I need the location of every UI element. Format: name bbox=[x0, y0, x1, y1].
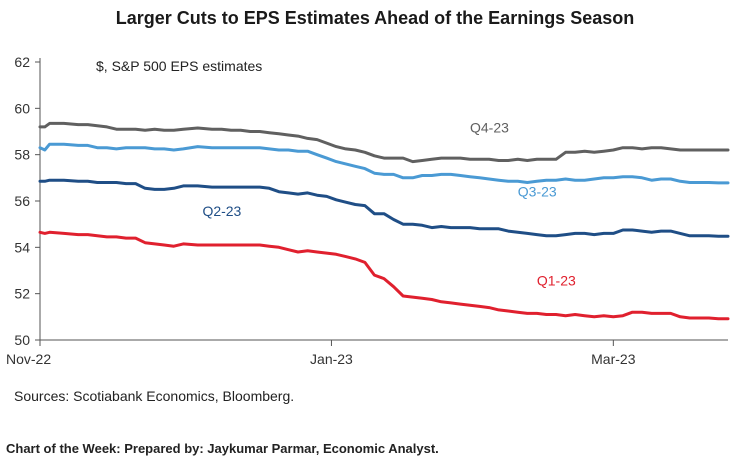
series-label-q2-23: Q2-23 bbox=[202, 203, 241, 219]
line-chart: 50 52 54 56 58 60 62 Nov-22 Jan-23 Mar-23 $, S&P 5… bbox=[6, 54, 730, 367]
series-line-q1-23 bbox=[38, 230, 730, 321]
series-label-q1-23: Q1-23 bbox=[537, 273, 576, 289]
y-tick-label: 60 bbox=[14, 100, 30, 116]
x-tick-label: Mar-23 bbox=[591, 351, 636, 367]
y-tick-label: 52 bbox=[14, 286, 30, 302]
series-lines bbox=[38, 121, 730, 321]
series-line-q2-23 bbox=[38, 178, 730, 238]
y-tick-label: 58 bbox=[14, 147, 30, 163]
y-tick-label: 54 bbox=[14, 239, 30, 255]
chart-labels: 50 52 54 56 58 60 62 Nov-22 Jan-23 Mar-23 $, S&P 5… bbox=[6, 54, 636, 367]
series-label-q4-23: Q4-23 bbox=[470, 120, 509, 136]
source-note: Sources: Scotiabank Economics, Bloomberg… bbox=[14, 388, 295, 404]
x-tick-label: Jan-23 bbox=[310, 351, 353, 367]
credit-note: Chart of the Week: Prepared by: Jaykumar… bbox=[6, 441, 439, 456]
series-line-q4-23 bbox=[38, 121, 730, 164]
unit-label: $, S&P 500 EPS estimates bbox=[96, 58, 262, 74]
y-tick-label: 56 bbox=[14, 193, 30, 209]
series-line-q3-23 bbox=[38, 142, 730, 185]
y-tick-label: 50 bbox=[14, 332, 30, 348]
chart-title: Larger Cuts to EPS Estimates Ahead of th… bbox=[115, 8, 635, 28]
axes bbox=[35, 58, 728, 346]
y-tick-label: 62 bbox=[14, 54, 30, 70]
x-tick-label: Nov-22 bbox=[6, 351, 51, 367]
series-label-q3-23: Q3-23 bbox=[518, 183, 557, 199]
